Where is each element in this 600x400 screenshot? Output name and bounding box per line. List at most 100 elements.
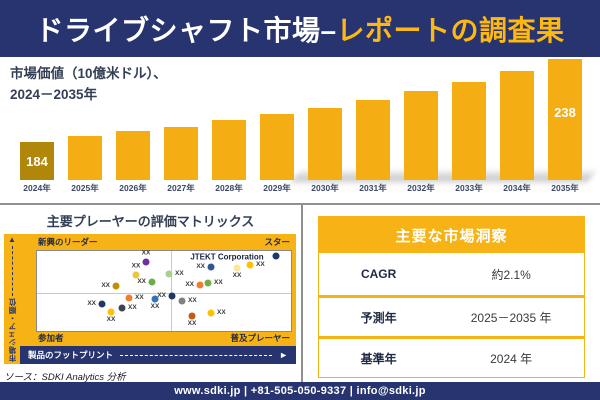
bar-value-label: 184 bbox=[26, 154, 48, 169]
bar-2031年 bbox=[356, 100, 390, 180]
matrix-point bbox=[188, 312, 196, 320]
x-axis-label: 製品のフットプリント bbox=[28, 350, 114, 360]
matrix-point-label: XX bbox=[137, 277, 146, 285]
y-axis-label: 市場シェア・順位 bbox=[7, 298, 17, 362]
matrix-point bbox=[165, 270, 173, 278]
arrow-right-icon: ► bbox=[279, 349, 288, 360]
matrix-point-label: XX bbox=[87, 299, 96, 307]
matrix-point bbox=[207, 263, 215, 271]
matrix-point bbox=[107, 308, 115, 316]
chart-title-line2: 2024－2035年 bbox=[10, 86, 98, 102]
insights-row: 基準年 2024 年 bbox=[319, 339, 584, 377]
matrix-point-label: XX bbox=[214, 278, 223, 286]
matrix-point bbox=[233, 264, 241, 272]
matrix-point bbox=[272, 252, 280, 260]
insights-row: 予測年 2025－2035 年 bbox=[319, 298, 584, 336]
bar-2035年: 238 bbox=[548, 59, 582, 180]
matrix-point bbox=[196, 281, 204, 289]
bar-2024年: 184 bbox=[20, 142, 54, 180]
matrix-point-label: XX bbox=[188, 296, 197, 304]
bar-2034年 bbox=[500, 71, 534, 180]
source-note: ソース：SDKI Analytics 分析 bbox=[4, 372, 126, 383]
matrix-point-label: XX bbox=[101, 281, 110, 289]
matrix-point bbox=[132, 271, 140, 279]
insights-table: 主要な市場洞察 CAGR 約2.1% 予測年 2025－2035 年基準年 2024 年 bbox=[318, 216, 585, 378]
x-axis-tick-label: 2031年 bbox=[359, 183, 387, 193]
matrix-point-label: XX bbox=[256, 260, 265, 268]
x-axis-tick-label: 2034年 bbox=[503, 183, 531, 193]
x-axis-tick-label: 2024年 bbox=[23, 183, 51, 193]
bar-2032年 bbox=[404, 91, 438, 180]
chart-title-line1: 市場価値（10億米ドル）、 bbox=[10, 66, 167, 81]
bar-2029年 bbox=[260, 114, 294, 180]
matrix-point-label: XX bbox=[157, 291, 166, 299]
row-separator bbox=[319, 336, 584, 339]
x-axis-dashed-line bbox=[120, 354, 273, 356]
bar-2033年 bbox=[452, 82, 486, 180]
matrix-point-label: XX bbox=[232, 272, 242, 279]
quadrant-label-top-left: 新興のリーダー bbox=[38, 237, 98, 247]
matrix-point bbox=[118, 304, 126, 312]
x-axis-tick-label: 2027年 bbox=[167, 183, 195, 193]
bar-2027年 bbox=[164, 127, 198, 180]
x-axis-tick-label: 2025年 bbox=[71, 183, 99, 193]
matrix-point-label: XX bbox=[196, 262, 205, 270]
matrix-point-label: XX bbox=[185, 280, 194, 288]
insights-row-value: 2025－2035 年 bbox=[470, 310, 552, 325]
matrix-point bbox=[112, 282, 120, 290]
matrix-point bbox=[207, 309, 215, 317]
x-axis-tick-label: 2029年 bbox=[263, 183, 291, 193]
matrix-point-label: XX bbox=[135, 293, 144, 301]
x-axis-tick-label: 2030年 bbox=[311, 183, 339, 193]
highlighted-company-label: JTEKT Corporation bbox=[190, 252, 264, 262]
matrix-point bbox=[98, 300, 106, 308]
insights-row-label: 予測年 bbox=[360, 310, 397, 325]
matrix-x-axis: 製品のフットプリント ► bbox=[20, 346, 296, 364]
matrix-plot: JTEKT Corporation XX XX XX XX XX XX XX XX XX XX XX… bbox=[36, 250, 292, 332]
matrix-point-label: XX bbox=[187, 320, 197, 327]
footer-contact-text: www.sdki.jp | +81-505-050-9337 | info@sd… bbox=[174, 385, 426, 397]
matrix-point-label: XX bbox=[175, 269, 184, 277]
insights-row-label: 基準年 bbox=[360, 351, 397, 366]
matrix-point-label: XX bbox=[106, 316, 116, 323]
bar-value-label: 238 bbox=[554, 105, 576, 120]
quadrant-label-bottom-right: 普及プレーヤー bbox=[230, 333, 290, 343]
matrix-title: 主要プレーヤーの評価マトリックス bbox=[46, 214, 255, 229]
matrix-point-label: XX bbox=[150, 303, 160, 310]
matrix-point bbox=[178, 297, 186, 305]
insights-table-header: 主要な市場洞察 bbox=[319, 217, 584, 253]
player-matrix: ▲ 市場シェア・順位 新興のリーダー スター JTEKT Corporation… bbox=[4, 234, 296, 364]
insights-row-value: 2024 年 bbox=[490, 351, 533, 366]
page-footer: www.sdki.jp | +81-505-050-9337 | info@sd… bbox=[0, 382, 600, 400]
matrix-point bbox=[125, 294, 133, 302]
insights-rows: CAGR 約2.1% 予測年 2025－2035 年基準年 2024 年 bbox=[319, 253, 584, 377]
bar-chart: 市場価値（10億米ドル）、 2024－2035年 184 2024年 2025年 20… bbox=[0, 57, 600, 203]
bar-2030年 bbox=[308, 108, 342, 180]
matrix-bottom-band: 参加者 普及プレーヤー bbox=[20, 330, 296, 346]
bar-2025年 bbox=[68, 136, 102, 180]
y-axis-dashed-line bbox=[11, 246, 13, 296]
chart-title: 市場価値（10億米ドル）、 2024－2035年 bbox=[10, 64, 167, 106]
x-axis-tick-label: 2026年 bbox=[119, 183, 147, 193]
quadrant-label-top-right: スター bbox=[264, 237, 290, 247]
matrix-point-label: XX bbox=[217, 308, 226, 316]
matrix-point bbox=[142, 258, 150, 266]
matrix-point bbox=[246, 261, 254, 269]
matrix-top-band: 新興のリーダー スター bbox=[20, 234, 296, 250]
matrix-point-label: XX bbox=[131, 262, 141, 270]
quadrant-label-bottom-left: 参加者 bbox=[38, 333, 64, 343]
insights-row-label: CAGR bbox=[360, 267, 397, 281]
page-title-main: ドライブシャフト市場– bbox=[35, 14, 337, 46]
x-axis-tick-label: 2032年 bbox=[407, 183, 435, 193]
insights-row: CAGR 約2.1% bbox=[319, 253, 584, 295]
page-title-accent: レポートの調査果 bbox=[336, 14, 565, 46]
insights-row-value: 約2.1% bbox=[491, 267, 531, 282]
matrix-point-label: XX bbox=[128, 303, 137, 311]
matrix-y-axis: ▲ 市場シェア・順位 bbox=[4, 234, 20, 364]
bar-2028年 bbox=[212, 120, 246, 180]
matrix-point bbox=[148, 278, 156, 286]
x-axis-tick-label: 2035年 bbox=[551, 183, 579, 193]
matrix-point bbox=[168, 292, 176, 300]
x-axis-tick-label: 2033年 bbox=[455, 183, 483, 193]
